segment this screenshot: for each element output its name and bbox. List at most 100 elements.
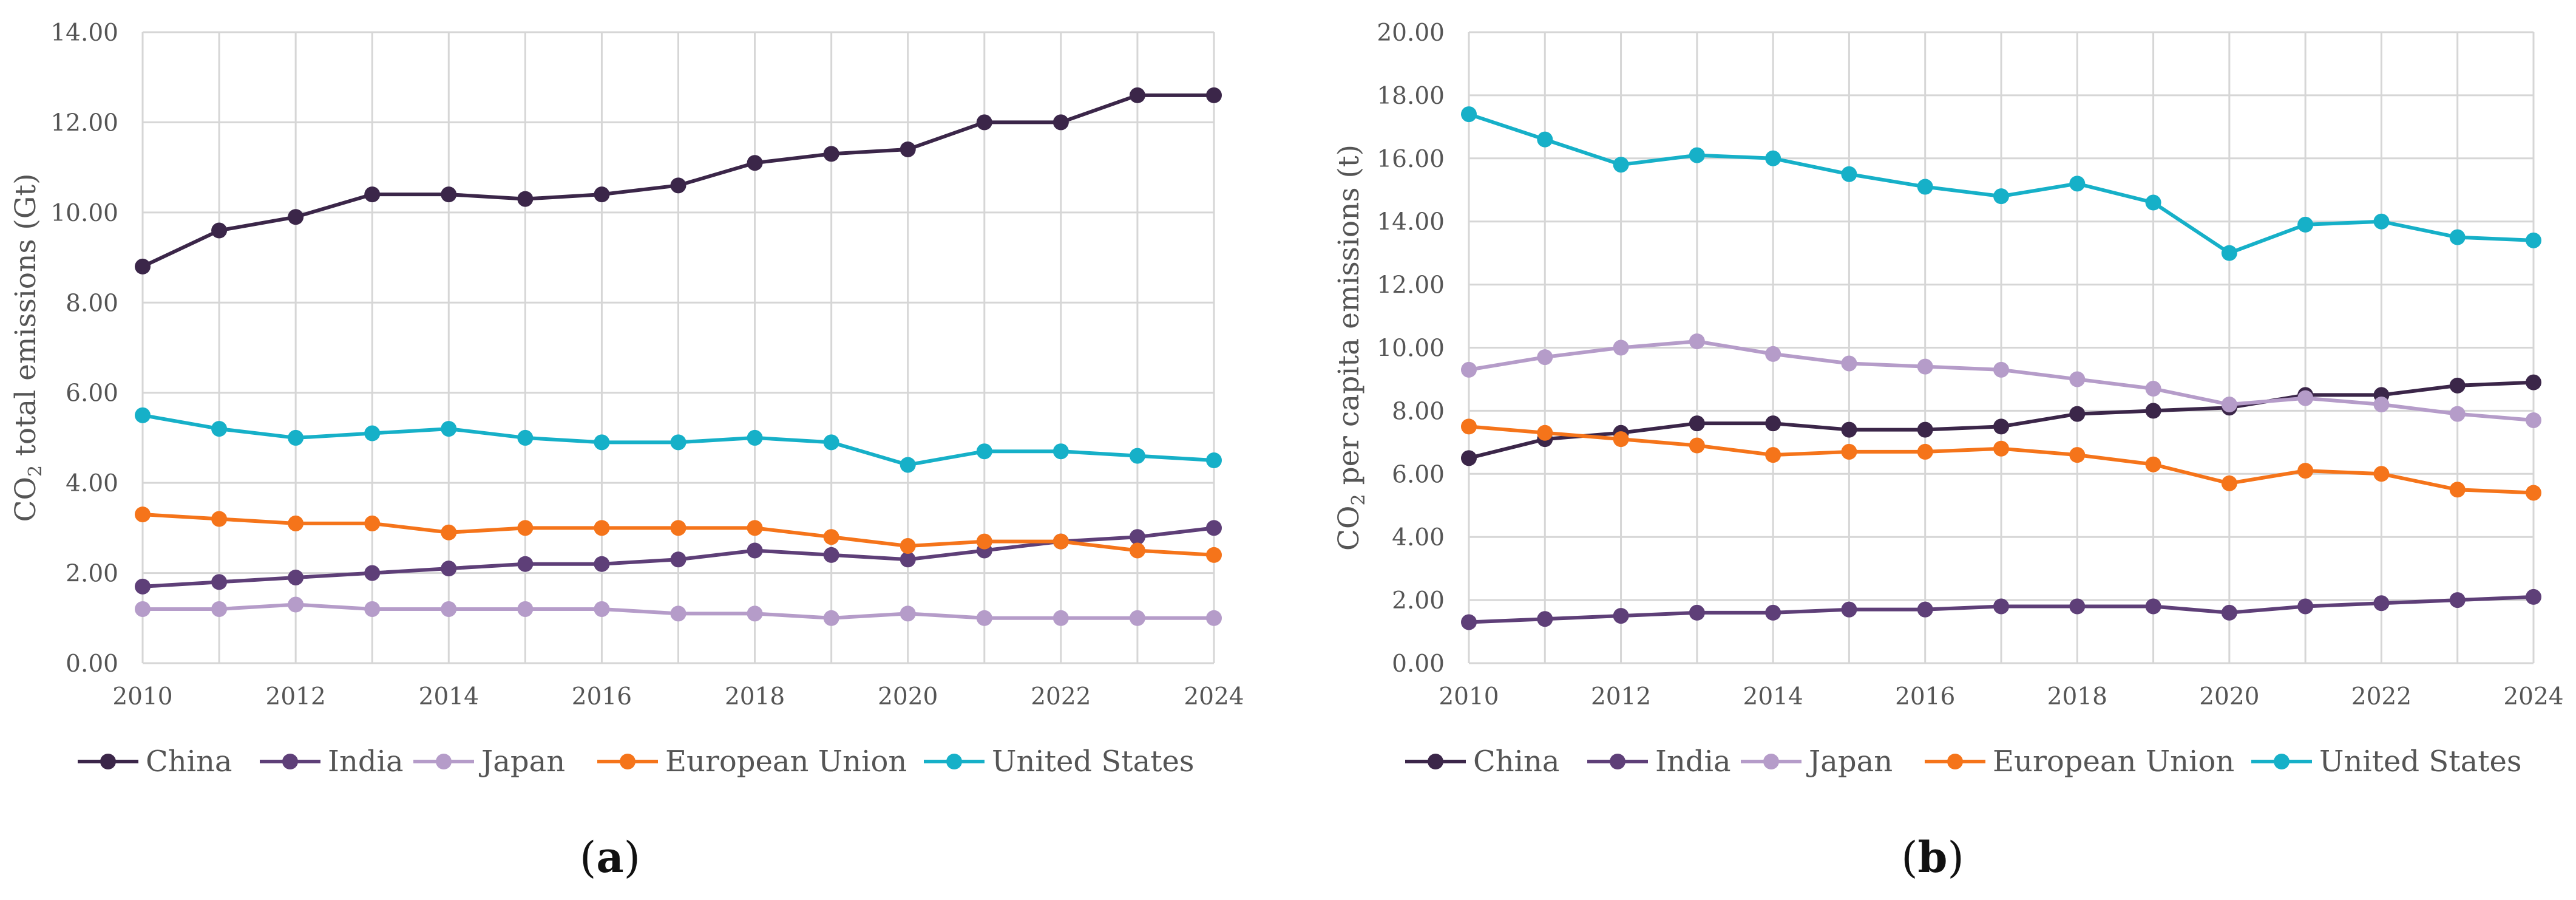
data-point: [1613, 157, 1629, 173]
data-point: [2145, 194, 2161, 211]
x-tick-label: 2020: [2199, 683, 2259, 711]
x-tick-label: 2024: [2503, 683, 2563, 711]
x-tick-label: 2016: [1895, 683, 1955, 711]
data-point: [1765, 447, 1781, 463]
legend-marker: [1428, 754, 1443, 769]
data-point: [1765, 604, 1781, 621]
x-tick-label: 2018: [2047, 683, 2107, 711]
y-axis-label-subscript: 2: [25, 465, 46, 477]
data-point: [1206, 547, 1222, 563]
legend-marker: [1763, 754, 1779, 769]
y-tick-label: 16.00: [1377, 146, 1445, 173]
data-point: [441, 421, 457, 437]
x-tick-labels: 2010 2012 2014 2016 2018 2020 2022 2024: [112, 683, 1244, 711]
data-point: [364, 565, 381, 581]
data-point: [1206, 610, 1222, 626]
y-tick-label: 14.00: [50, 19, 118, 47]
data-point: [135, 578, 151, 595]
data-point: [1052, 533, 1069, 550]
data-point: [441, 524, 457, 540]
data-point: [747, 429, 763, 446]
x-tick-label: 2010: [1439, 683, 1499, 711]
series-india: [1461, 588, 2541, 630]
y-tick-label: 14.00: [1377, 209, 1445, 236]
data-point: [2449, 229, 2466, 245]
legend-item: India: [1587, 745, 1731, 779]
y-tick-label: 2.00: [66, 561, 118, 588]
data-point: [976, 114, 992, 131]
data-point: [1613, 339, 1629, 356]
data-point: [1206, 520, 1222, 536]
data-point: [900, 605, 916, 622]
data-point: [1052, 443, 1069, 460]
data-point: [1765, 415, 1781, 432]
data-point: [1689, 604, 1705, 621]
data-point: [1689, 437, 1705, 454]
data-point: [135, 407, 151, 423]
y-axis-label: CO2 per capita emissions (t): [1332, 145, 1369, 551]
y-tick-labels: 0.00 2.00 4.00 6.00 8.00 10.00 12.00 14.00 16.00…: [1377, 19, 1445, 678]
data-point: [670, 434, 686, 451]
data-point: [1461, 106, 1477, 123]
y-tick-label: 0.00: [66, 650, 118, 678]
data-point: [900, 551, 916, 568]
series-european-union: [135, 506, 1222, 563]
data-point: [517, 191, 534, 207]
data-point: [517, 520, 534, 536]
data-point: [517, 601, 534, 617]
data-point: [2373, 595, 2390, 612]
data-point: [1461, 418, 1477, 435]
data-point: [517, 429, 534, 446]
data-point: [1993, 440, 2009, 457]
data-point: [441, 601, 457, 617]
legend-marker: [1610, 754, 1625, 769]
data-point: [211, 601, 228, 617]
data-point: [823, 547, 839, 563]
data-point: [976, 610, 992, 626]
data-point: [2221, 397, 2237, 413]
legend-item: European Union: [597, 745, 907, 779]
legend-label: India: [328, 745, 404, 779]
panel-label: (a): [580, 832, 640, 882]
y-tick-label: 10.00: [50, 200, 118, 227]
y-tick-label: 2.00: [1392, 587, 1445, 615]
data-point: [1461, 450, 1477, 466]
data-point: [747, 155, 763, 171]
gridlines: [141, 31, 1215, 664]
y-axis-label-prefix: CO: [1332, 506, 1366, 551]
y-axis-label: CO2 total emissions (Gt): [9, 173, 46, 522]
series-european-union: [1461, 418, 2541, 501]
y-tick-label: 12.00: [50, 109, 118, 137]
data-point: [211, 511, 228, 527]
data-point: [135, 601, 151, 617]
legend-label: United States: [2319, 745, 2522, 779]
data-point: [747, 542, 763, 559]
y-tick-labels: 0.00 2.00 4.00 6.00 8.00 10.00 12.00 14.00: [50, 19, 118, 678]
data-point: [594, 434, 610, 451]
panel-label-letter: a: [596, 832, 623, 882]
data-point: [2449, 482, 2466, 498]
legend-item: Japan: [1741, 745, 1893, 779]
y-tick-label: 0.00: [1392, 650, 1445, 678]
legend-item: China: [78, 745, 232, 779]
data-point: [670, 177, 686, 194]
legend: China India Japan European Union United Stat…: [1405, 745, 2522, 779]
panel-label-letter: b: [1918, 832, 1948, 882]
x-tick-label: 2012: [266, 683, 326, 711]
y-axis-label-subscript: 2: [1348, 494, 1369, 505]
data-point: [670, 551, 686, 568]
data-point: [211, 421, 228, 437]
x-tick-label: 2024: [1184, 683, 1244, 711]
data-point: [1917, 358, 1933, 375]
x-tick-label: 2016: [572, 683, 632, 711]
series-united-states: [1461, 106, 2541, 261]
panel-label-open: (: [1901, 833, 1917, 882]
data-point: [288, 596, 304, 613]
data-point: [2449, 592, 2466, 609]
data-point: [1917, 601, 1933, 618]
data-point: [2297, 463, 2314, 479]
data-point: [2145, 456, 2161, 472]
data-point: [135, 258, 151, 274]
data-point: [1613, 608, 1629, 624]
